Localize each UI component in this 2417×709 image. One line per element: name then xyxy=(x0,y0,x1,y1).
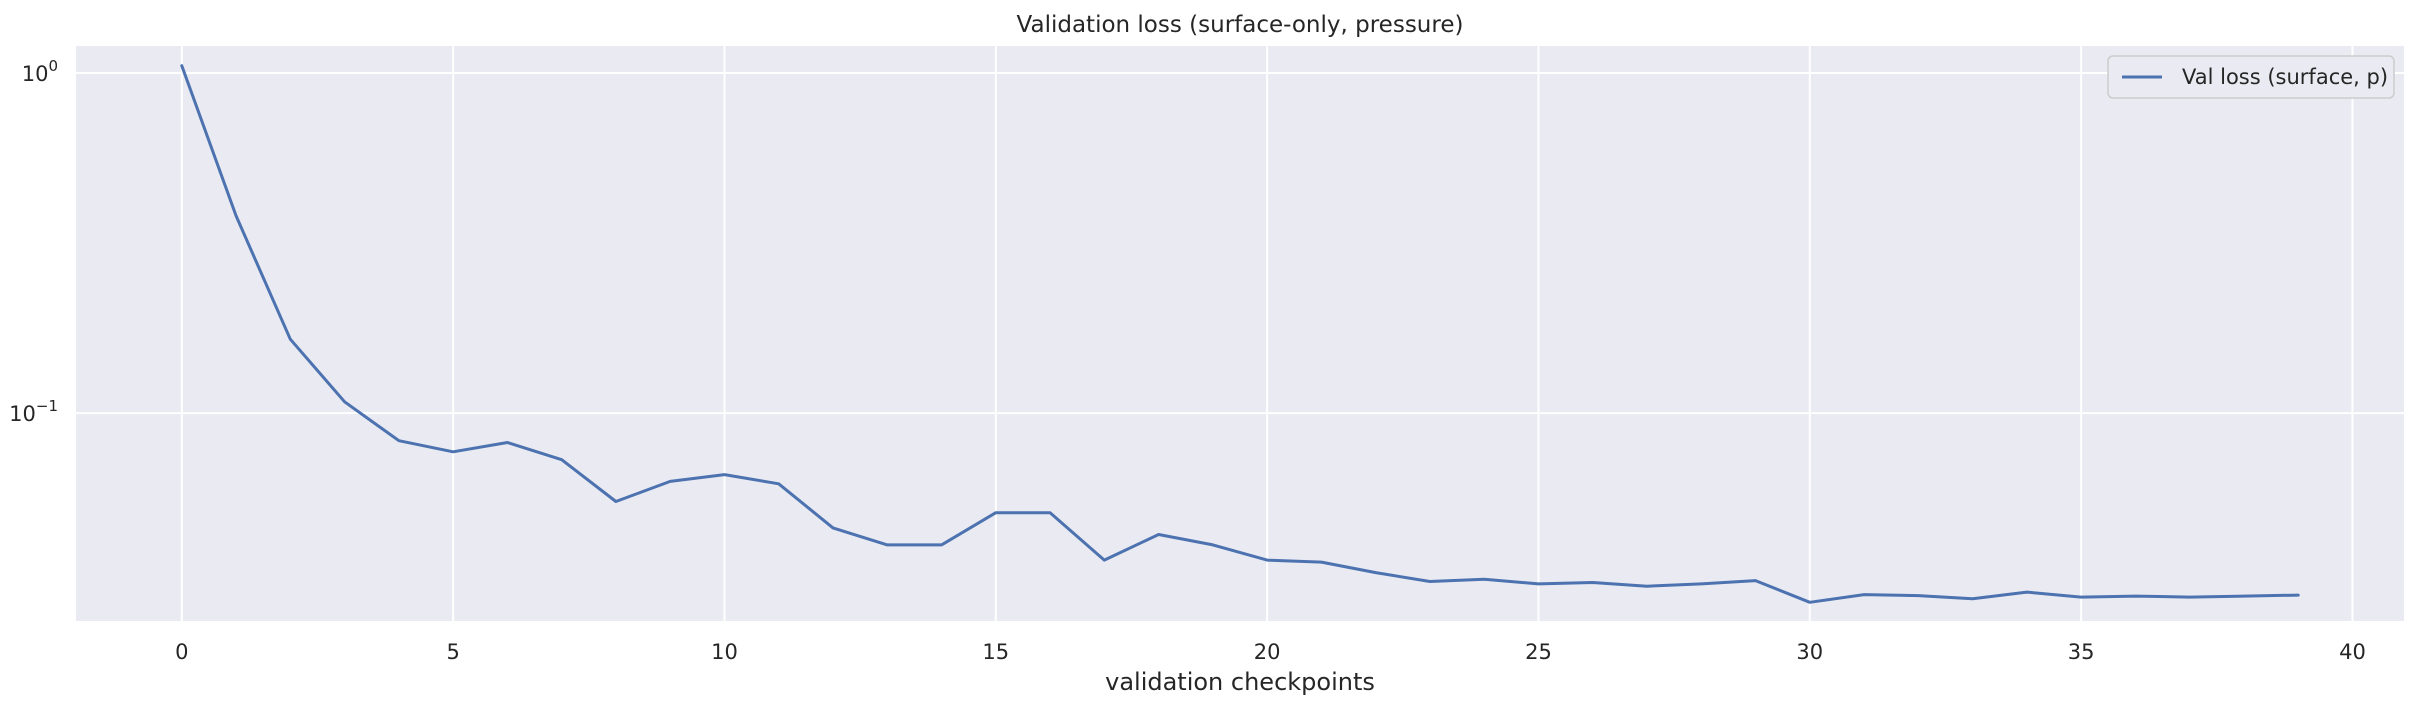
x-axis-label: validation checkpoints xyxy=(1105,668,1375,696)
grid xyxy=(76,46,2404,621)
x-tick-label: 25 xyxy=(1525,640,1552,664)
x-tick-label: 35 xyxy=(2068,640,2095,664)
series-layer xyxy=(180,64,2300,604)
chart-title: Validation loss (surface-only, pressure) xyxy=(1017,12,1464,38)
y-tick-label: 10−1 xyxy=(9,397,58,426)
x-tick-label: 40 xyxy=(2339,640,2366,664)
plot-area xyxy=(76,46,2404,621)
x-tick-label: 0 xyxy=(175,640,188,664)
x-tick-label: 20 xyxy=(1254,640,1281,664)
x-tick-label: 5 xyxy=(446,640,459,664)
legend: Val loss (surface, p) xyxy=(2107,55,2395,99)
x-tick-labels: 0 5 10 15 20 25 30 35 40 xyxy=(175,640,2366,664)
x-tick-label: 10 xyxy=(711,640,738,664)
x-tick-label: 30 xyxy=(1796,640,1823,664)
x-tick-label: 15 xyxy=(982,640,1009,664)
y-tick-label: 100 xyxy=(22,57,58,86)
y-tick-labels: 10−1 100 xyxy=(9,57,58,426)
legend-box xyxy=(2107,55,2395,99)
legend-label: Val loss (surface, p) xyxy=(2182,65,2388,89)
series-line xyxy=(180,64,2300,604)
